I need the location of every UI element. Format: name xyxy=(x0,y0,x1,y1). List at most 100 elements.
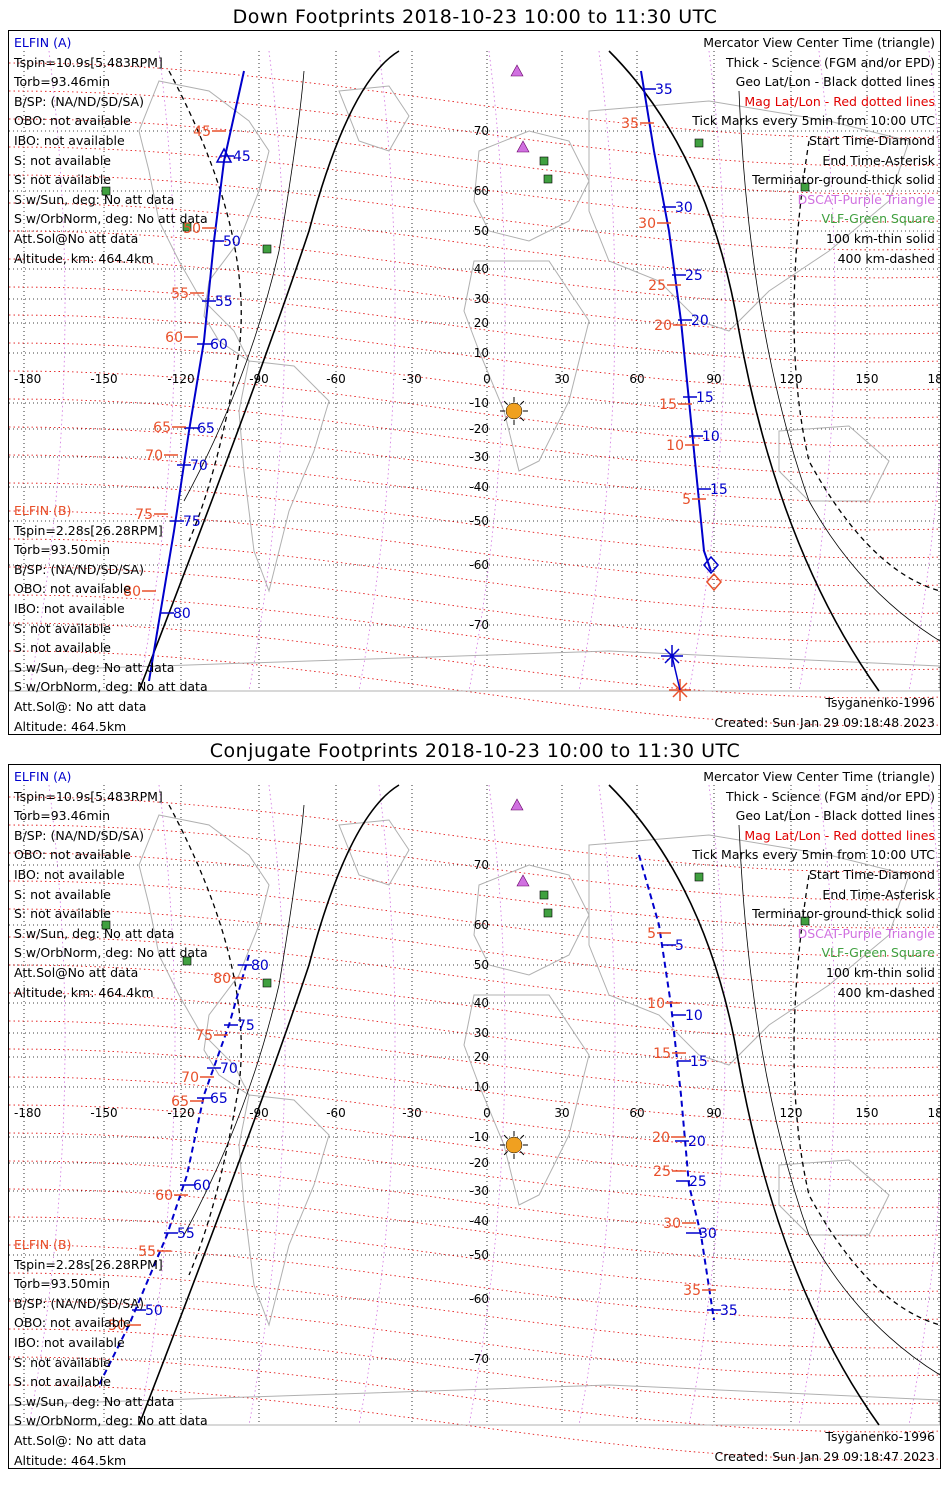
mag-latitude-line xyxy=(9,964,940,1041)
mag-meridian-line xyxy=(248,50,286,692)
info-block-elfin-b: ELFIN (B) Tspin=2.28s[26.28RPM] Torb=93.… xyxy=(14,501,208,736)
continent-outline xyxy=(238,1094,330,1327)
info-line: OBO: not available xyxy=(14,847,131,863)
elfin-b-conj-east-label: 25 xyxy=(653,1164,671,1180)
mag-latitude-line xyxy=(9,1272,940,1349)
lat-tick-label: -30 xyxy=(469,450,489,464)
elfin-b-conj-west-label: 75 xyxy=(195,1028,213,1044)
lat-tick-label: -60 xyxy=(469,558,489,572)
elfin-b-conj-east-label: 20 xyxy=(652,1130,670,1146)
start-diamond-icon xyxy=(706,572,722,592)
mag-meridian-line xyxy=(578,50,616,692)
vlf-square-icon xyxy=(101,920,111,930)
mag-latitude-line xyxy=(9,230,940,307)
info-line: B/SP: (NA/ND/SD/SA) xyxy=(14,93,144,109)
elfin-b-down-east-label: 35 xyxy=(621,116,639,132)
elfin-b-conj-west-label: 70 xyxy=(181,1070,199,1086)
sun-ray xyxy=(503,1134,508,1139)
elfin-a-conj-east-track xyxy=(638,854,715,1321)
elfin-b-conj-east-label: 30 xyxy=(663,1216,681,1232)
vlf-square-icon xyxy=(101,186,111,196)
mag-latitude-line xyxy=(9,174,940,251)
legend-line: Terminator-ground-thick solid xyxy=(752,906,935,922)
elfin-a-conj-east-label: 35 xyxy=(720,1303,738,1319)
lat-tick-label: -70 xyxy=(469,1352,489,1366)
legend-line: End Time-Asterisk xyxy=(822,152,935,168)
created-timestamp: Created: Sun Jan 29 09:18:47 2023 xyxy=(714,1449,935,1464)
lon-tick-label: -60 xyxy=(326,1106,346,1120)
continent-outline xyxy=(588,100,910,332)
mag-latitude-line xyxy=(9,510,940,587)
vlf-square-icon xyxy=(543,908,553,918)
terminator-400km-line xyxy=(168,70,242,542)
legend-line: DSCAT-Purple Triangle xyxy=(797,191,935,207)
legend-line: Terminator-ground-thick solid xyxy=(752,172,935,188)
sun-ray xyxy=(520,400,525,405)
elfin-b-down-west-label: 45 xyxy=(193,124,211,140)
elfin-b-conj-east-label: 15 xyxy=(653,1046,671,1062)
elfin-b-conj-east-label: 10 xyxy=(647,996,665,1012)
info-line: S w/OrbNorm, deg: No att data xyxy=(14,679,208,695)
mag-meridian-line xyxy=(138,784,176,1426)
elfin-b-down-east-label: 5 xyxy=(682,492,691,508)
lat-tick-label: 60 xyxy=(474,184,489,198)
lon-tick-label: -60 xyxy=(326,372,346,386)
center-time-triangle-icon xyxy=(215,147,233,163)
mag-latitude-line xyxy=(9,1160,940,1237)
mag-latitude-line xyxy=(9,880,940,957)
lat-tick-label: 40 xyxy=(474,262,489,276)
vlf-square-icon xyxy=(182,222,192,232)
lon-tick-label: 30 xyxy=(554,372,569,386)
sun-ray xyxy=(503,1151,508,1156)
continent-outline xyxy=(9,650,940,692)
vlf-square-icon xyxy=(262,978,272,988)
info-line: Tspin=10.9s[5.483RPM] xyxy=(14,788,163,804)
legend-line: Mag Lat/Lon - Red dotted lines xyxy=(744,827,935,843)
lat-tick-label: -40 xyxy=(469,1214,489,1228)
sun-icon xyxy=(505,1136,523,1154)
elfin-b-conj-east-label: 35 xyxy=(683,1283,701,1299)
legend-line: Mercator View Center Time (triangle) xyxy=(703,35,935,50)
vlf-square-icon xyxy=(539,890,549,900)
elfin-a-down-east-label: 30 xyxy=(675,200,693,216)
lat-tick-label: 50 xyxy=(474,958,489,972)
mag-latitude-line xyxy=(9,908,940,985)
dscat-triangle-icon xyxy=(516,140,530,153)
mag-latitude-line xyxy=(9,1300,940,1377)
info-line: S: not available xyxy=(14,1354,111,1370)
info-line: S w/Sun, deg: No att data xyxy=(14,659,175,675)
elfin-a-conj-west-label: 75 xyxy=(237,1018,255,1034)
mag-latitude-line xyxy=(9,936,940,1013)
info-line: Altitude, km: 464.4km xyxy=(14,250,154,266)
lon-tick-label: 60 xyxy=(629,372,644,386)
lon-tick-label: 90 xyxy=(706,1106,721,1120)
mag-latitude-line xyxy=(9,370,940,447)
elfin-b-down-east-label: 30 xyxy=(638,216,656,232)
elfin-a-down-east-label: 20 xyxy=(691,313,709,329)
info-block-elfin-b: ELFIN (B) Tspin=2.28s[26.28RPM] Torb=93.… xyxy=(14,1235,208,1470)
info-line: B/SP: (NA/ND/SD/SA) xyxy=(14,827,144,843)
elfin-b-down-west-label: 80 xyxy=(123,584,141,600)
mag-latitude-line xyxy=(9,594,940,671)
lon-tick-label: 30 xyxy=(554,1106,569,1120)
terminator-400km-line xyxy=(793,140,940,592)
sun-ray xyxy=(520,1134,525,1139)
elfin-a-conj-west-label: 55 xyxy=(177,1226,195,1242)
mag-latitude-line xyxy=(9,62,940,139)
legend-block: Mercator View Center Time (triangle) Thi… xyxy=(692,767,935,1002)
elfin-b-down-west-label: 55 xyxy=(171,286,189,302)
elfin-b-conj-east-label: 5 xyxy=(647,926,656,942)
dscat-triangle-icon xyxy=(510,798,524,811)
continent-outline xyxy=(473,864,590,976)
continent-outline xyxy=(338,819,410,886)
continent-outline xyxy=(463,260,590,472)
mag-latitude-line xyxy=(9,286,940,363)
lat-tick-label: 50 xyxy=(474,224,489,238)
info-line: IBO: not available xyxy=(14,132,125,148)
elfin-a-down-west-label: 80 xyxy=(173,606,191,622)
sun-ray xyxy=(520,1151,525,1156)
elfin-b-down-west-label: 60 xyxy=(165,330,183,346)
legend-line: DSCAT-Purple Triangle xyxy=(797,925,935,941)
mag-meridian-line xyxy=(688,784,726,1426)
info-line: B/SP: (NA/ND/SD/SA) xyxy=(14,1295,144,1311)
